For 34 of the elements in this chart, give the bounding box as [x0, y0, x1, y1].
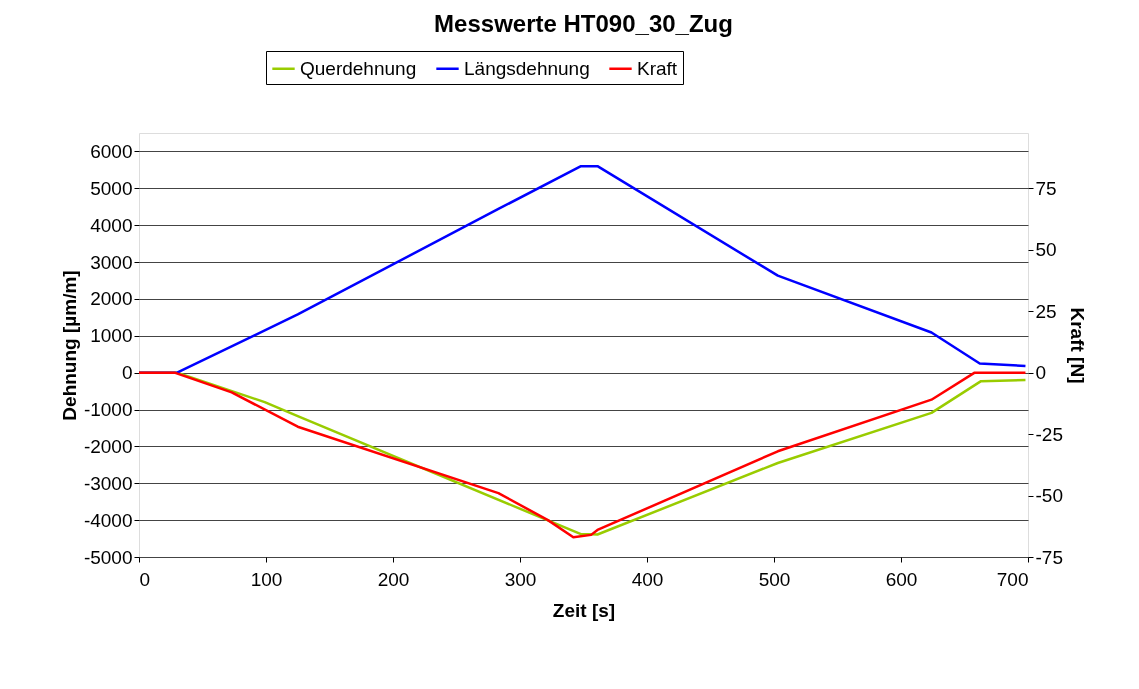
y2-tick-label: -75 — [1035, 546, 1063, 568]
x-tick-label: 0 — [139, 568, 151, 590]
x-tick-label: 100 — [250, 568, 283, 590]
y2-tick-label: -50 — [1035, 485, 1063, 507]
y-tick-label: 6000 — [90, 140, 133, 162]
y2-tick-label: 0 — [1035, 362, 1047, 384]
x-tick-label: 300 — [504, 568, 537, 590]
y-tick-label: -2000 — [83, 435, 133, 457]
y2-tick-label: 75 — [1035, 177, 1057, 199]
y2-axis-title: Kraft [N] — [1066, 307, 1088, 384]
legend-label: Querdehnung — [300, 57, 417, 79]
y-tick-label: 4000 — [90, 214, 133, 236]
x-tick-label: 700 — [996, 568, 1029, 590]
y-tick-label: 3000 — [90, 251, 133, 273]
y2-tick-label: 50 — [1035, 239, 1057, 261]
y-tick-label: -4000 — [83, 509, 133, 531]
x-tick-label: 400 — [631, 568, 664, 590]
y-tick-label: -3000 — [83, 472, 133, 494]
y2-tick-label: -25 — [1035, 423, 1063, 445]
x-tick-label: 600 — [885, 568, 918, 590]
y-tick-label: 5000 — [90, 177, 133, 199]
x-axis-title: Zeit [s] — [552, 599, 616, 621]
y-tick-label: -5000 — [83, 546, 133, 568]
x-tick-label: 200 — [377, 568, 410, 590]
legend-label: Längsdehnung — [464, 57, 590, 79]
y-tick-label: 1000 — [90, 325, 133, 347]
x-tick-label: 500 — [758, 568, 791, 590]
legend-label: Kraft — [637, 57, 678, 79]
y2-tick-label: 25 — [1035, 300, 1057, 322]
y-axis-title: Dehnung [µm/m] — [58, 270, 80, 421]
chart-title: Messwerte HT090_30_Zug — [434, 9, 733, 37]
y-tick-label: -1000 — [83, 399, 133, 421]
y-tick-label: 2000 — [90, 288, 133, 310]
y-tick-label: 0 — [121, 362, 133, 384]
